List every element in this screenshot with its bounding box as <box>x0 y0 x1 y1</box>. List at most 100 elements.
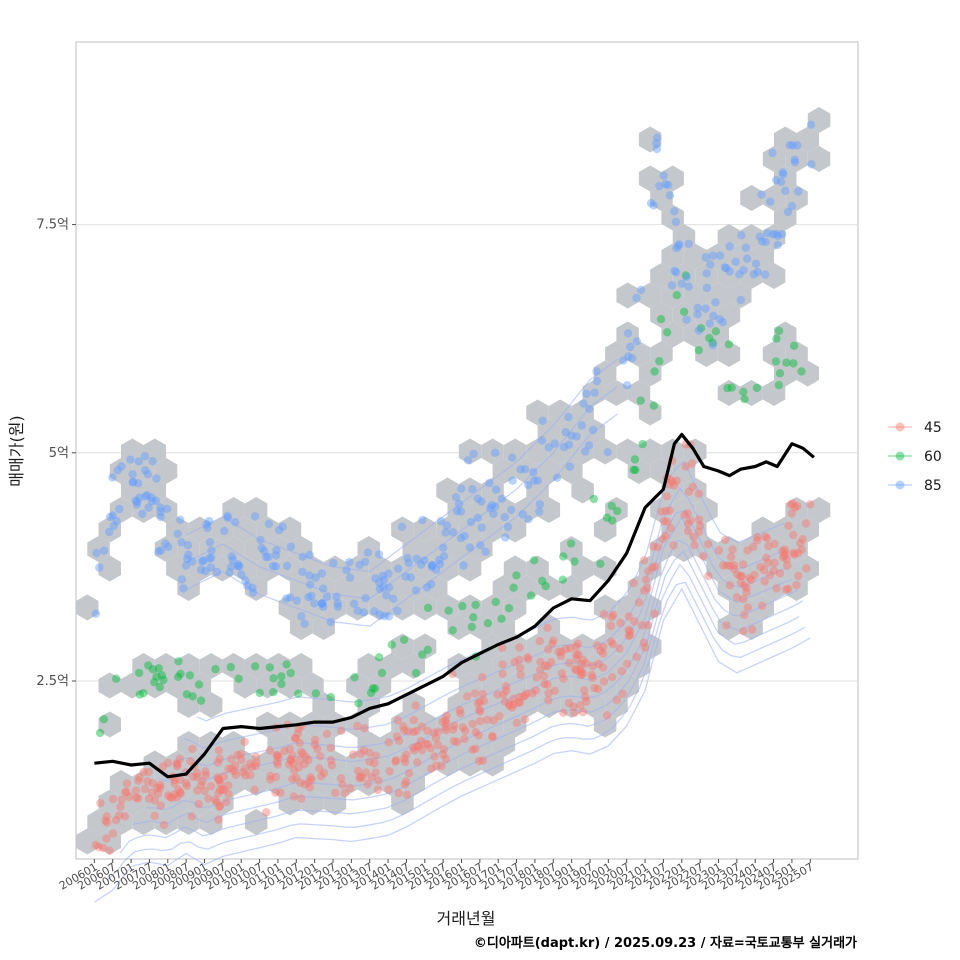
data-point-85 <box>256 535 265 545</box>
data-point-85 <box>725 242 734 251</box>
data-point-45 <box>284 760 294 769</box>
data-point-85 <box>148 456 157 466</box>
data-point-45 <box>442 711 451 720</box>
data-point-85 <box>442 521 452 530</box>
data-point-45 <box>384 738 393 747</box>
data-point-45 <box>739 627 748 636</box>
data-point-45 <box>125 792 134 802</box>
data-point-45 <box>172 793 182 802</box>
data-point-85 <box>135 493 144 502</box>
data-point-85 <box>223 511 232 520</box>
legend-key-dot <box>895 451 905 461</box>
data-point-45 <box>573 639 583 648</box>
data-point-85 <box>298 552 307 561</box>
hexbin-cell <box>267 731 290 757</box>
data-point-45 <box>524 655 533 664</box>
data-point-45 <box>384 785 393 794</box>
data-point-60 <box>723 383 732 393</box>
data-point-45 <box>561 644 570 654</box>
data-point-85 <box>778 168 787 177</box>
data-point-85 <box>790 155 799 164</box>
data-point-60 <box>775 369 785 378</box>
data-point-45 <box>266 775 275 784</box>
hexbin-cell <box>774 360 797 387</box>
data-point-45 <box>96 798 105 808</box>
data-point-45 <box>641 575 651 584</box>
hexbin-cell <box>785 575 808 601</box>
hexbin-cell <box>188 789 212 816</box>
data-point-45 <box>596 646 605 655</box>
hexbin-cell <box>177 731 200 757</box>
data-point-85 <box>485 478 494 488</box>
data-point-45 <box>175 754 184 763</box>
data-point-45 <box>417 745 427 755</box>
hexbin-cell <box>560 692 583 718</box>
data-point-85 <box>220 526 229 536</box>
hexbin-cell <box>593 633 617 660</box>
data-point-85 <box>342 565 351 575</box>
data-point-45 <box>201 771 210 780</box>
data-point-45 <box>399 722 408 731</box>
hexbin-cell <box>154 536 178 562</box>
data-point-45 <box>158 762 168 771</box>
hexbin-cell <box>391 789 414 816</box>
data-point-45 <box>683 509 692 518</box>
data-point-45 <box>602 711 612 720</box>
data-point-45 <box>736 578 746 587</box>
data-point-85 <box>435 560 445 569</box>
data-point-60 <box>377 668 387 678</box>
data-point-85 <box>487 501 496 510</box>
data-point-85 <box>423 583 432 592</box>
data-point-60 <box>696 324 706 333</box>
data-point-60 <box>95 728 105 738</box>
data-point-45 <box>672 476 681 485</box>
data-point-85 <box>176 515 185 524</box>
data-point-45 <box>579 655 588 665</box>
hexbin-cell <box>537 419 561 445</box>
hexbin-cell <box>605 497 628 523</box>
data-point-45 <box>433 727 443 736</box>
data-point-45 <box>94 842 103 852</box>
data-point-85 <box>529 468 538 477</box>
data-point-85 <box>777 229 787 239</box>
data-point-45 <box>488 731 497 741</box>
data-point-45 <box>704 571 713 581</box>
data-point-45 <box>215 801 225 811</box>
hexbin-cell <box>650 341 673 367</box>
data-point-85 <box>259 546 269 555</box>
data-point-85 <box>439 543 448 552</box>
data-point-45 <box>780 545 790 554</box>
data-point-45 <box>535 636 544 646</box>
data-point-45 <box>501 686 511 696</box>
data-point-45 <box>640 586 649 595</box>
data-point-85 <box>520 465 530 474</box>
data-point-85 <box>508 476 517 485</box>
hexbin-cell <box>244 497 268 523</box>
data-point-45 <box>694 527 704 536</box>
density-contour <box>185 413 618 627</box>
hexbin-cell <box>627 341 651 367</box>
data-point-85 <box>622 381 632 390</box>
hexbin-cell <box>548 633 572 660</box>
data-point-45 <box>510 657 519 667</box>
data-point-45 <box>516 670 525 680</box>
data-point-45 <box>607 637 616 646</box>
data-point-45 <box>215 785 225 795</box>
data-point-60 <box>570 557 579 566</box>
data-point-45 <box>391 757 400 766</box>
data-point-45 <box>392 732 402 741</box>
data-point-85 <box>561 428 570 437</box>
data-point-85 <box>627 354 637 363</box>
data-point-60 <box>294 689 303 698</box>
data-point-85 <box>306 580 315 589</box>
data-point-45 <box>214 775 224 784</box>
data-point-45 <box>789 530 798 540</box>
data-point-45 <box>122 779 132 788</box>
hexbin-cell <box>672 263 696 289</box>
data-point-45 <box>193 786 202 795</box>
data-point-45 <box>661 531 670 540</box>
hexbin-cell <box>785 341 808 367</box>
data-point-45 <box>222 797 231 807</box>
data-point-85 <box>268 561 278 571</box>
data-point-85 <box>466 517 476 527</box>
